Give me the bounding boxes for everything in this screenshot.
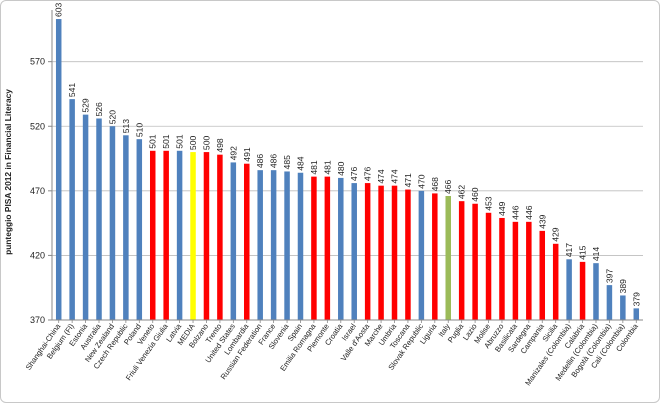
bar xyxy=(566,259,572,320)
bar xyxy=(418,190,425,320)
bar-value-label: 417 xyxy=(564,243,574,258)
bar xyxy=(190,152,196,320)
bar-value-label: 486 xyxy=(269,154,279,169)
bar xyxy=(203,152,210,320)
bar-value-label: 474 xyxy=(376,169,386,184)
bar-value-label: 460 xyxy=(470,187,480,202)
bar-value-label: 603 xyxy=(54,2,64,17)
bar xyxy=(539,230,546,320)
bar xyxy=(552,243,559,320)
y-tick-label: 470 xyxy=(30,186,45,196)
bar-value-label: 414 xyxy=(591,247,601,262)
bar xyxy=(499,217,505,320)
bar-value-label: 476 xyxy=(349,167,359,182)
bar-value-label: 513 xyxy=(121,119,131,134)
bar-value-label: 541 xyxy=(67,83,77,98)
bar-value-label: 486 xyxy=(255,154,265,169)
y-tick-label: 570 xyxy=(30,57,45,67)
bar xyxy=(69,99,75,320)
bar-value-label: 485 xyxy=(282,155,292,170)
bar-value-label: 449 xyxy=(497,201,507,216)
bar xyxy=(217,154,223,320)
bar xyxy=(458,201,465,320)
bar-value-label: 500 xyxy=(201,136,211,151)
bar xyxy=(324,176,331,320)
bar xyxy=(82,114,89,320)
bar xyxy=(526,221,532,320)
bar xyxy=(230,162,237,320)
y-tick-label: 370 xyxy=(30,315,45,325)
bar xyxy=(364,183,371,320)
bar-value-label: 476 xyxy=(363,167,373,182)
bar xyxy=(485,212,492,320)
bar-value-label: 498 xyxy=(215,138,225,153)
bar xyxy=(338,177,344,320)
bar-value-label: 453 xyxy=(484,196,494,211)
bar-value-label: 529 xyxy=(81,98,91,113)
bar-value-label: 501 xyxy=(161,134,171,149)
bar-value-label: 468 xyxy=(430,177,440,192)
bar-value-label: 500 xyxy=(188,136,198,151)
bar-value-label: 470 xyxy=(416,174,426,189)
bar-value-label: 379 xyxy=(631,292,641,307)
bar xyxy=(378,185,384,320)
bar xyxy=(512,221,519,320)
bar xyxy=(391,185,398,320)
bar xyxy=(55,19,62,321)
bar-value-label: 439 xyxy=(537,214,547,229)
bar xyxy=(311,176,317,320)
bar-value-label: 474 xyxy=(390,169,400,184)
bar-value-label: 491 xyxy=(242,147,252,162)
bar-value-label: 501 xyxy=(148,134,158,149)
bar xyxy=(472,203,478,320)
y-tick-label: 420 xyxy=(30,250,45,260)
bar xyxy=(109,126,116,320)
bar-value-label: 466 xyxy=(443,179,453,194)
bar-value-label: 415 xyxy=(578,245,588,260)
bar xyxy=(593,263,599,320)
bar-value-label: 397 xyxy=(604,269,614,284)
bar-value-label: 446 xyxy=(524,205,534,220)
bar xyxy=(163,150,169,320)
bar xyxy=(257,170,263,320)
bar xyxy=(351,183,357,320)
bar-value-label: 520 xyxy=(107,110,117,125)
bar xyxy=(606,285,613,320)
bar-value-label: 471 xyxy=(403,173,413,188)
bar xyxy=(123,135,129,320)
bar xyxy=(432,193,438,320)
bar xyxy=(297,172,304,320)
bar-value-label: 480 xyxy=(336,161,346,176)
bar xyxy=(176,150,183,320)
bar xyxy=(579,261,586,320)
bar-value-label: 481 xyxy=(322,160,332,175)
bar xyxy=(96,118,102,320)
bar xyxy=(633,308,640,320)
bar xyxy=(445,196,451,320)
bar xyxy=(620,295,626,320)
bar-value-label: 510 xyxy=(134,123,144,138)
bar-value-label: 446 xyxy=(510,205,520,220)
bar xyxy=(149,150,156,320)
bar-value-label: 501 xyxy=(175,134,185,149)
y-tick-label: 520 xyxy=(30,121,45,131)
bars xyxy=(55,19,640,321)
y-axis-title: punteggio PISA 2012 in Financial Literac… xyxy=(3,89,13,255)
bar-value-label: 492 xyxy=(228,146,238,161)
bar-value-label: 429 xyxy=(551,227,561,242)
bar-value-label: 526 xyxy=(94,102,104,117)
bar xyxy=(270,170,277,320)
bar xyxy=(284,171,290,320)
bar xyxy=(405,189,411,320)
y-axis-ticks: 370 420 470 520 570 xyxy=(30,57,52,325)
bar-value-label: 484 xyxy=(295,156,305,171)
bar xyxy=(244,163,250,320)
bar-value-label: 462 xyxy=(457,185,467,200)
bar-value-label: 389 xyxy=(618,279,628,294)
bar-value-label: 481 xyxy=(309,160,319,175)
bar xyxy=(136,139,143,320)
